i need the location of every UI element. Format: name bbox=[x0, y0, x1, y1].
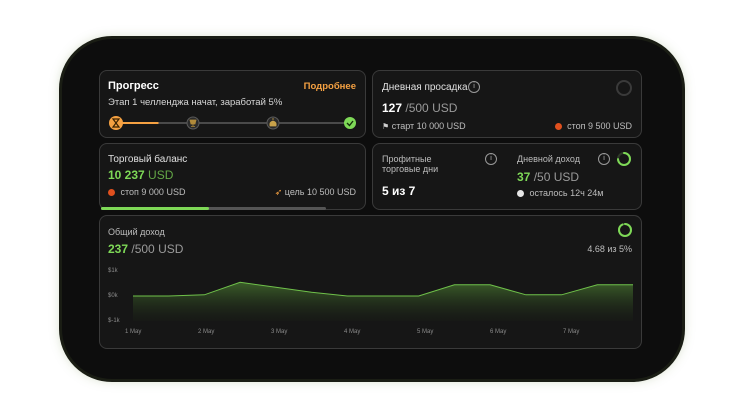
drawdown-value-total: /500 USD bbox=[405, 101, 458, 115]
daily-income-ring bbox=[617, 152, 631, 166]
total-income-value-total: /500 USD bbox=[131, 242, 184, 256]
total-income-value-number: 237 bbox=[108, 242, 129, 256]
x-tick-label: 5 May bbox=[417, 329, 434, 335]
y-tick-label: $0k bbox=[108, 293, 118, 299]
income-area bbox=[133, 282, 633, 321]
total-income-card: Общий доход 237 /500 USD 4.68 из 5% $1k … bbox=[99, 215, 642, 349]
balance-value-unit: USD bbox=[148, 168, 174, 182]
y-tick-label: $-1k bbox=[108, 318, 120, 324]
info-icon[interactable]: i bbox=[598, 153, 610, 165]
drawdown-value: 127 /500 USD bbox=[382, 101, 457, 115]
daily-income-value-number: 37 bbox=[517, 170, 531, 184]
progress-subtitle: Этап 1 челленджа начат, заработай 5% bbox=[108, 97, 283, 108]
drawdown-status-ring bbox=[616, 80, 632, 96]
total-income-title: Общий доход bbox=[108, 227, 165, 237]
drawdown-start-text: старт 10 000 USD bbox=[391, 121, 466, 131]
balance-value: 10 237 USD bbox=[108, 168, 173, 182]
checkered-flag-icon: ⚑ bbox=[382, 122, 390, 131]
x-tick-label: 4 May bbox=[344, 329, 361, 335]
profit-days-value: 5 из 7 bbox=[382, 184, 416, 198]
balance-goal-text: цель 10 500 USD bbox=[284, 187, 356, 197]
balance-goal: ➶ цель 10 500 USD bbox=[275, 187, 356, 198]
daily-income-value: 37 /50 USD bbox=[517, 170, 579, 184]
x-tick-label: 1 May bbox=[125, 329, 142, 335]
total-income-percent: 4.68 из 5% bbox=[587, 244, 632, 254]
balance-stop: стоп 9 000 USD bbox=[108, 187, 185, 197]
stop-icon bbox=[554, 123, 562, 130]
balance-progress-fill bbox=[101, 207, 209, 210]
balance-title: Торговый баланс bbox=[108, 154, 188, 165]
balance-progress-track bbox=[101, 207, 326, 210]
income-line bbox=[133, 281, 633, 297]
drawdown-value-number: 127 bbox=[382, 101, 403, 115]
balance-stop-text: стоп 9 000 USD bbox=[120, 187, 186, 197]
balance-value-number: 10 237 bbox=[108, 168, 145, 182]
stop-icon bbox=[108, 189, 115, 196]
info-icon[interactable]: i bbox=[468, 81, 480, 93]
x-tick-label: 6 May bbox=[490, 329, 507, 335]
progress-more-link[interactable]: Подробнее bbox=[303, 81, 356, 92]
daily-drawdown-card: Дневная просадка i 127 /500 USD ⚑ старт … bbox=[372, 70, 642, 138]
drawdown-title: Дневная просадка bbox=[382, 82, 468, 93]
check-icon bbox=[344, 117, 356, 129]
daily-income-title: Дневной доход bbox=[517, 154, 580, 164]
info-icon[interactable]: i bbox=[485, 153, 497, 165]
drawdown-stop-text: стоп 9 500 USD bbox=[567, 121, 632, 131]
trading-balance-card: Торговый баланс 10 237 USD стоп 9 000 US… bbox=[99, 143, 366, 210]
hourglass-icon bbox=[109, 116, 123, 130]
target-icon: ➶ bbox=[274, 187, 283, 197]
progress-title: Прогресс bbox=[108, 80, 159, 92]
income-chart bbox=[133, 281, 633, 321]
daily-income-remaining-text: осталось 12ч 24м bbox=[529, 188, 604, 198]
device-frame: Прогресс Подробнее Этап 1 челленджа нача… bbox=[62, 39, 682, 379]
x-axis: 1 May 2 May 3 May 4 May 5 May 6 May 7 May bbox=[100, 329, 643, 339]
total-income-ring bbox=[618, 223, 632, 237]
drawdown-stop: стоп 9 500 USD bbox=[554, 121, 632, 131]
money-bag-icon bbox=[266, 116, 280, 130]
total-income-value: 237 /500 USD bbox=[108, 242, 183, 256]
x-tick-label: 3 May bbox=[271, 329, 288, 335]
progress-card: Прогресс Подробнее Этап 1 челленджа нача… bbox=[99, 70, 366, 138]
clock-icon bbox=[517, 190, 524, 197]
profit-days-title: Профитные торговые дни bbox=[382, 154, 439, 174]
stats-card: Профитные торговые дни i 5 из 7 Дневной … bbox=[372, 143, 642, 210]
x-tick-label: 2 May bbox=[198, 329, 215, 335]
daily-income-value-total: /50 USD bbox=[533, 170, 580, 184]
y-tick-label: $1k bbox=[108, 268, 118, 274]
progress-track bbox=[109, 116, 356, 130]
x-tick-label: 7 May bbox=[563, 329, 580, 335]
trophy-icon bbox=[186, 116, 200, 130]
drawdown-start: ⚑ старт 10 000 USD bbox=[382, 121, 466, 131]
daily-income-remaining: осталось 12ч 24м bbox=[517, 188, 604, 198]
